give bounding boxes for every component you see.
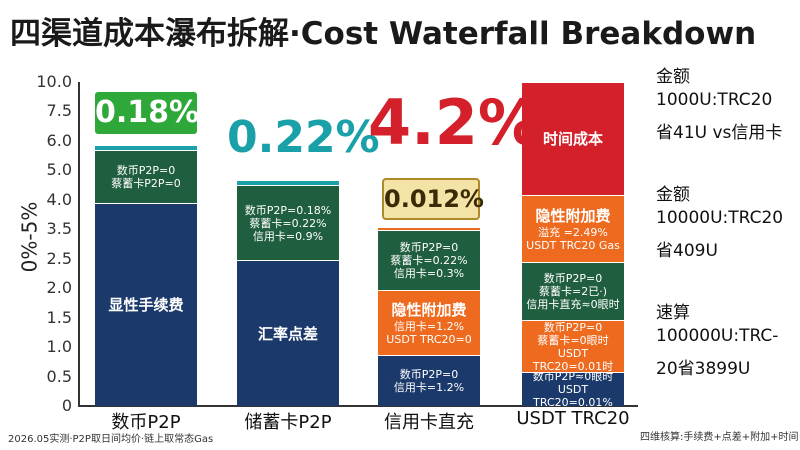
callout: 0.012% [382,178,484,220]
bar-segment [95,145,197,150]
bar-segment: 数币P2P=0.18% 蔡蓄卡=0.22% 信用卡=0.9% [237,185,339,260]
y-axis [78,82,80,407]
bar-segment: 隐性附加费 溢充 =2.49% USDT TRC20 Gas [522,195,624,262]
segment-label: 数币P2P=0.18% [244,203,332,217]
segment-label: USDT TRC20=0.01时 [532,346,614,373]
segment-label: 显性手续费 [108,296,184,314]
segment-label: 蔡蓄卡=0.22% [249,216,327,230]
note-text: 省41U vs信用卡 [656,123,783,143]
segment-label: 隐性附加费 [535,207,611,225]
segment-label: 时间成本 [542,130,603,148]
note-text: 100000U:TRC- [656,326,779,346]
y-tick-label: 5.0 [46,160,72,180]
y-tick-label: 0.5 [46,366,72,386]
segment-label: 数币P2P=0 [399,241,459,254]
segment-label: 汇率点差 [257,324,318,343]
bar-segment: 数币P2P=0 蔡蓄卡=0眼时 USDT TRC20=0.01时 [522,320,624,373]
note-text: 金额 [656,185,690,205]
y-tick-label: 4.0 [46,189,72,209]
bar-segment: 数币P2P=0 蔡蓄卡=0.22% 信用卡=0.3% [378,230,480,290]
segment-label: 蔡蓄卡=2已·) [538,285,607,298]
footnote: 2026.05实测·P2P取日间均价·链上取常态Gas [8,434,214,445]
note-text: 20省3899U [656,359,751,379]
segment-label: 信用卡=0.3% [393,267,465,280]
x-tick-label: 数币P2P [111,412,181,433]
y-tick-label: 6.0 [46,130,72,150]
segment-label: 数币P2P=0 [543,272,603,285]
bar-segment: 汇率点差 [237,260,339,406]
segment-label: 蔡蓄卡=0.22% [390,254,468,267]
callout: 0.22% [227,112,380,163]
y-tick-label: 7.5 [46,101,72,121]
segment-label: 隐性附加费 [391,301,467,319]
segment-label: 信用卡=0.9% [252,229,324,243]
segment-label: 信用卡=1.2% [393,381,465,394]
bar-segment: 隐性附加费 信用卡=1.2% USDT TRC20=0 [378,290,480,355]
bar-segment: 数币P2P=0 信用卡=1.2% [378,355,480,406]
note-text: 金额 [656,67,690,87]
segment-label: 数币P2P=0 [116,164,176,177]
segment-label: 数币P2P=0 [543,320,603,334]
note-text: 10000U:TRC20 [656,208,784,228]
y-tick-label: 2.5 [46,248,72,268]
y-tick-label: 10.0 [36,72,72,91]
bar-segment: 数币P2P=0 蔡蓄卡P2P=0 [95,150,197,203]
segment-label: USDT TRC20=0 [386,333,472,346]
segment-label: 溢充 =2.49% [538,226,608,239]
bar-segment: 时间成本 [522,82,624,195]
y-tick-label: 1.5 [46,307,72,327]
note-text: 省409U [656,241,718,261]
y-tick-label: 0 [61,396,72,415]
bar-segment: 数币P2P=0 蔡蓄卡=2已·) 信用卡直充≈0眼时 [522,262,624,320]
segment-label: 蔡蓄卡P2P=0 [111,177,181,190]
bar-segment: 数币P2P≈0眼时 USDT TRC20=0.01% [522,370,624,409]
segment-label: 信用卡直充≈0眼时 [526,298,620,311]
bar-segment [378,227,480,230]
y-tick-label: 1.0 [46,337,72,357]
bar-segment [237,180,339,185]
segment-label: 数币P2P=0 [399,368,459,381]
y-tick-label: 3.5 [46,219,72,239]
callout: 0.18% [95,92,199,134]
segment-label: 数币P2P≈0眼时 [532,370,614,383]
segment-label: USDT TRC20 Gas [526,239,620,252]
note-text: 1000U:TRC20 [656,90,773,110]
note-text: 速算 [656,303,690,323]
segment-label: 信用卡=1.2% [393,320,465,333]
title: 四渠道成本瀑布拆解·Cost Waterfall Breakdown [10,16,757,52]
callout: 4.2% [368,86,540,159]
segment-label: 蔡蓄卡=0眼时 [537,333,609,347]
y-tick-label: 2.0 [46,278,72,298]
x-axis [78,405,638,407]
segment-label: USDT TRC20=0.01% [533,383,613,409]
x-tick-label: 储蓄卡P2P [244,412,332,433]
x-tick-label: 信用卡直充 [384,412,474,433]
bar-segment: 显性手续费 [95,203,197,406]
footnote: 四维核算:手续费+点差+附加+时间 [640,432,799,443]
x-tick-label: USDT TRC20 [516,408,630,429]
